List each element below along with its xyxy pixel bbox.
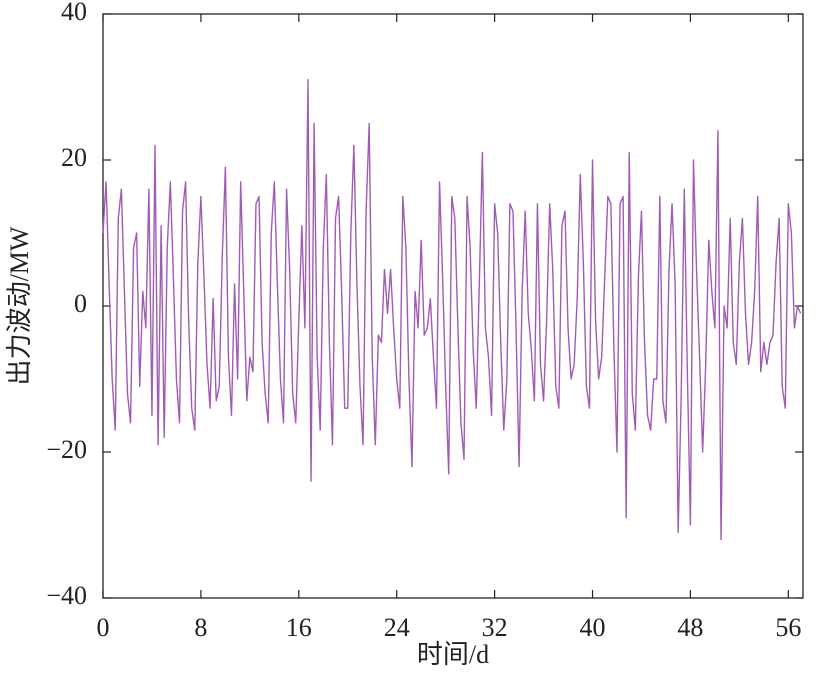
y-tick-label: −40 (46, 581, 87, 610)
x-tick-label: 16 (286, 613, 312, 642)
x-tick-label: 40 (580, 613, 606, 642)
x-tick-label: 32 (482, 613, 508, 642)
y-axis-label: 出力波动/MW (5, 226, 34, 385)
y-tick-label: −20 (46, 435, 87, 464)
x-axis-label: 时间/d (417, 640, 489, 669)
y-tick-label: 40 (61, 0, 87, 26)
x-tick-label: 48 (677, 613, 703, 642)
x-tick-label: 56 (775, 613, 801, 642)
x-tick-label: 0 (97, 613, 110, 642)
data-line (102, 79, 802, 541)
y-tick-label: 0 (74, 289, 87, 318)
y-tick-label: 20 (61, 143, 87, 172)
x-tick-label: 8 (194, 613, 207, 642)
x-tick-label: 24 (384, 613, 410, 642)
